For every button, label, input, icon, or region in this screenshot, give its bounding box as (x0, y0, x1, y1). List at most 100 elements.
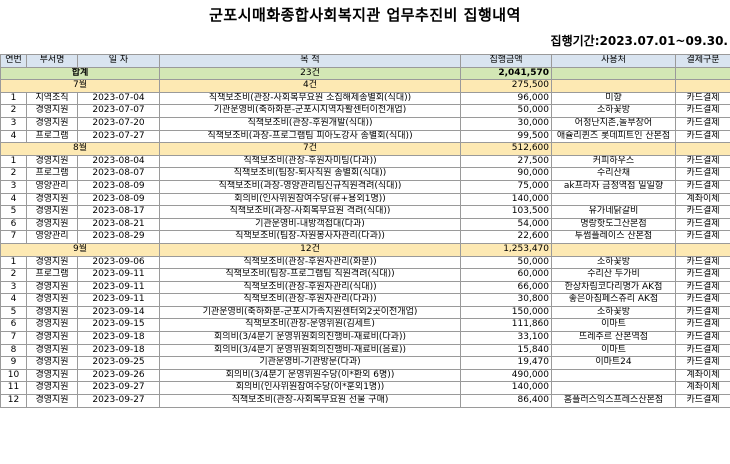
row-vendor: 뜨레주르 산본역점 (551, 331, 676, 345)
row-date: 2023-09-15 (77, 318, 160, 333)
table-row: 4 경영지원 2023-09-11 직책보조비(관장-후원자관리(다과)) 30,800… (0, 293, 730, 307)
document-title: 군포시매화종합사회복지관 업무추진비 집행내역 (209, 6, 521, 24)
row-amount: 30,000 (460, 116, 552, 131)
row-dept: 경영지원 (26, 381, 78, 396)
row-payment: 카드결제 (675, 255, 730, 270)
row-no: 5 (0, 305, 27, 320)
row-payment: 카드결제 (675, 154, 730, 169)
row-amount: 66,000 (460, 280, 552, 295)
row-dept: 경영지원 (26, 343, 78, 358)
row-purpose: 직책보조비(관장-후원개발(식대)) (159, 116, 461, 131)
table-row: 9 경영지원 2023-09-25 기관운영비-기관방문(다과) 19,470 이마트24… (0, 356, 730, 370)
row-vendor: 소하꽃방 (551, 255, 676, 270)
row-date: 2023-07-07 (77, 104, 160, 118)
row-vendor: 어정난지촌,놀부장어 (551, 116, 676, 131)
row-purpose: 직책보조비(과장-영양관리팀신규직원격려(식대)) (159, 179, 461, 194)
month-count: 4건 (159, 79, 461, 93)
row-payment: 카드결제 (675, 293, 730, 307)
row-no: 6 (0, 318, 27, 333)
row-dept: 프로그램 (26, 268, 78, 282)
row-dept: 경영지원 (26, 293, 78, 307)
row-purpose: 회의비(인사위원참여수당(류+용외1명)) (159, 192, 461, 207)
row-purpose: 직책보조비(관장-후원자관리(식대)) (159, 280, 461, 295)
row-date: 2023-08-07 (77, 167, 160, 181)
table-row: 1 경영지원 2023-09-06 직책보조비(관장-후원자관리(화분)) 50,000… (0, 255, 730, 270)
row-amount: 150,000 (460, 305, 552, 320)
month-empty (675, 242, 730, 257)
row-amount: 19,470 (460, 356, 552, 370)
row-payment: 카드결제 (675, 179, 730, 194)
row-purpose: 기관운영비-내방객접대(다과) (159, 217, 461, 232)
row-amount: 27,500 (460, 154, 552, 169)
row-no: 7 (0, 331, 27, 345)
row-payment: 카드결제 (675, 356, 730, 370)
row-amount: 33,100 (460, 331, 552, 345)
row-no: 1 (0, 154, 27, 169)
table-row: 1 지역조직 2023-07-04 직책보조비(관장-사회복무요원 소집해제송별회(식… (0, 91, 730, 106)
row-no: 9 (0, 356, 27, 370)
row-vendor: 좋은아침페스츄리 AK점 (551, 293, 676, 307)
row-no: 12 (0, 394, 27, 408)
row-no: 1 (0, 91, 27, 106)
row-dept: 경영지원 (26, 217, 78, 232)
row-purpose: 직책보조비(관장-운영위원(김세트) (159, 318, 461, 333)
row-date: 2023-09-11 (77, 280, 160, 295)
row-payment: 카드결제 (675, 91, 730, 106)
row-amount: 96,000 (460, 91, 552, 106)
row-no: 3 (0, 179, 27, 194)
expense-table: 연번 부서명 일 자 목 적 집행금액 사용처 결제구분 합계 23건 2,04… (0, 54, 730, 408)
table-row: 4 프로그램 2023-07-27 직책보조비(과장-프로그램팀 피아노강사 송별회(… (0, 129, 730, 144)
table-row: 3 경영지원 2023-09-11 직책보조비(관장-후원자관리(식대)) 66,000… (0, 280, 730, 295)
row-date: 2023-07-04 (77, 91, 160, 106)
total-count: 23건 (159, 66, 461, 81)
row-purpose: 직책보조비(팀장-퇴사직원 송별회(식대)) (159, 167, 461, 181)
row-dept: 프로그램 (26, 129, 78, 144)
row-purpose: 기관운영비(축하화분-군포시가족지원센터외2곳이전개업) (159, 305, 461, 320)
row-payment: 카드결제 (675, 167, 730, 181)
row-date: 2023-08-04 (77, 154, 160, 169)
row-vendor: 투썸플레이스 산본점 (551, 230, 676, 244)
row-amount: 111,860 (460, 318, 552, 333)
row-vendor: 커피하우스 (551, 154, 676, 169)
table-row: 2 경영지원 2023-07-07 기관운영비(축하화분-군포시지역자활센터이전개업)… (0, 104, 730, 118)
row-dept: 영양관리 (26, 230, 78, 244)
row-amount: 90,000 (460, 167, 552, 181)
row-no: 4 (0, 293, 27, 307)
row-payment: 카드결제 (675, 217, 730, 232)
row-amount: 15,840 (460, 343, 552, 358)
row-date: 2023-09-18 (77, 331, 160, 345)
row-payment: 계좌이체 (675, 381, 730, 396)
row-purpose: 회의비(3/4분기 운영위원회의진행비-재료비(다과)) (159, 331, 461, 345)
row-vendor: 수리산채 (551, 167, 676, 181)
row-purpose: 직책보조비(관장-사회복무요원 소집해제송별회(식대)) (159, 91, 461, 106)
row-date: 2023-09-18 (77, 343, 160, 358)
row-date: 2023-07-20 (77, 116, 160, 131)
table-row: 11 경영지원 2023-09-27 회의비(인사위원참여수당(이*훈외1명)) 140… (0, 381, 730, 396)
total-amount: 2,041,570 (460, 66, 552, 81)
row-amount: 30,800 (460, 293, 552, 307)
header-row: 연번 부서명 일 자 목 적 집행금액 사용처 결제구분 (0, 54, 730, 68)
row-no: 7 (0, 230, 27, 244)
row-amount: 86,400 (460, 394, 552, 408)
row-vendor: 홈플러스익스프레스산본점 (551, 394, 676, 408)
row-vendor: 소하꽃방 (551, 305, 676, 320)
table-row: 7 영양관리 2023-08-29 직책보조비(팀장-자원봉사자관리(다과)) 22,6… (0, 230, 730, 244)
row-date: 2023-07-27 (77, 129, 160, 144)
row-payment: 계좌이체 (675, 192, 730, 207)
row-payment: 카드결제 (675, 331, 730, 345)
month-amount: 1,253,470 (460, 242, 552, 257)
row-amount: 50,000 (460, 104, 552, 118)
row-payment: 카드결제 (675, 343, 730, 358)
row-vendor (551, 381, 676, 396)
month-count: 12건 (159, 242, 461, 257)
row-date: 2023-08-09 (77, 179, 160, 194)
row-purpose: 기관운영비-기관방문(다과) (159, 356, 461, 370)
row-vendor: 명랑핫도그산본점 (551, 217, 676, 232)
month-count: 7건 (159, 142, 461, 156)
row-no: 1 (0, 255, 27, 270)
row-payment: 카드결제 (675, 205, 730, 219)
table-row: 6 경영지원 2023-08-21 기관운영비-내방객접대(다과) 54,000 명랑핫도… (0, 217, 730, 232)
row-payment: 카드결제 (675, 318, 730, 333)
row-amount: 99,500 (460, 129, 552, 144)
row-dept: 경영지원 (26, 305, 78, 320)
